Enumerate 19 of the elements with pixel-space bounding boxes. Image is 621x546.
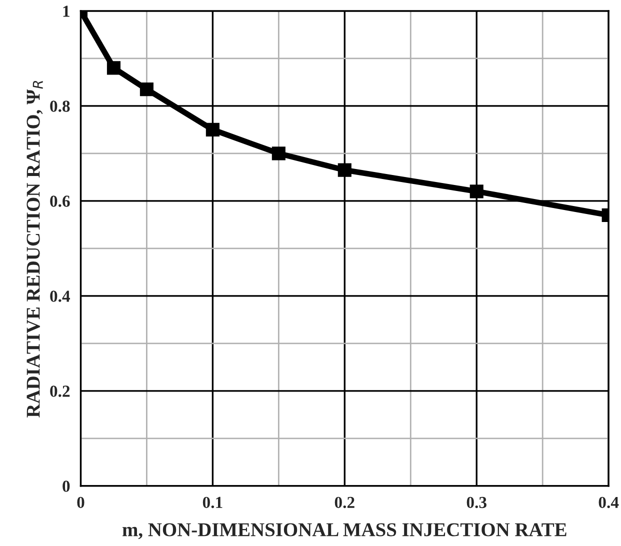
y-tick-label: 0 <box>62 480 70 492</box>
point <box>206 122 220 136</box>
point <box>106 61 120 75</box>
point <box>338 163 352 177</box>
x-tick-label: 0 <box>77 496 84 508</box>
y-tick-label: 0.8 <box>50 100 70 112</box>
x-tick-label: 0.2 <box>334 496 354 508</box>
y-axis-title: RADIATIVE REDUCTION RATIO, Ψ$_{R}$ <box>26 80 43 418</box>
y-tick-label: 0.2 <box>50 386 70 397</box>
y-tick-label: 0.6 <box>50 196 70 207</box>
x-tick-label: 0.3 <box>466 496 486 508</box>
y-tick-label: 1 <box>63 6 70 17</box>
x-tick-label: 0.4 <box>598 496 619 508</box>
x-tick-label: 0.1 <box>202 496 222 508</box>
point <box>272 146 286 160</box>
x-axis-title: m, NON-DIMENSIONAL MASS INJECTION RATE <box>122 523 566 540</box>
point <box>470 184 484 198</box>
point <box>140 82 154 96</box>
y-tick-label: 0.4 <box>50 290 70 302</box>
